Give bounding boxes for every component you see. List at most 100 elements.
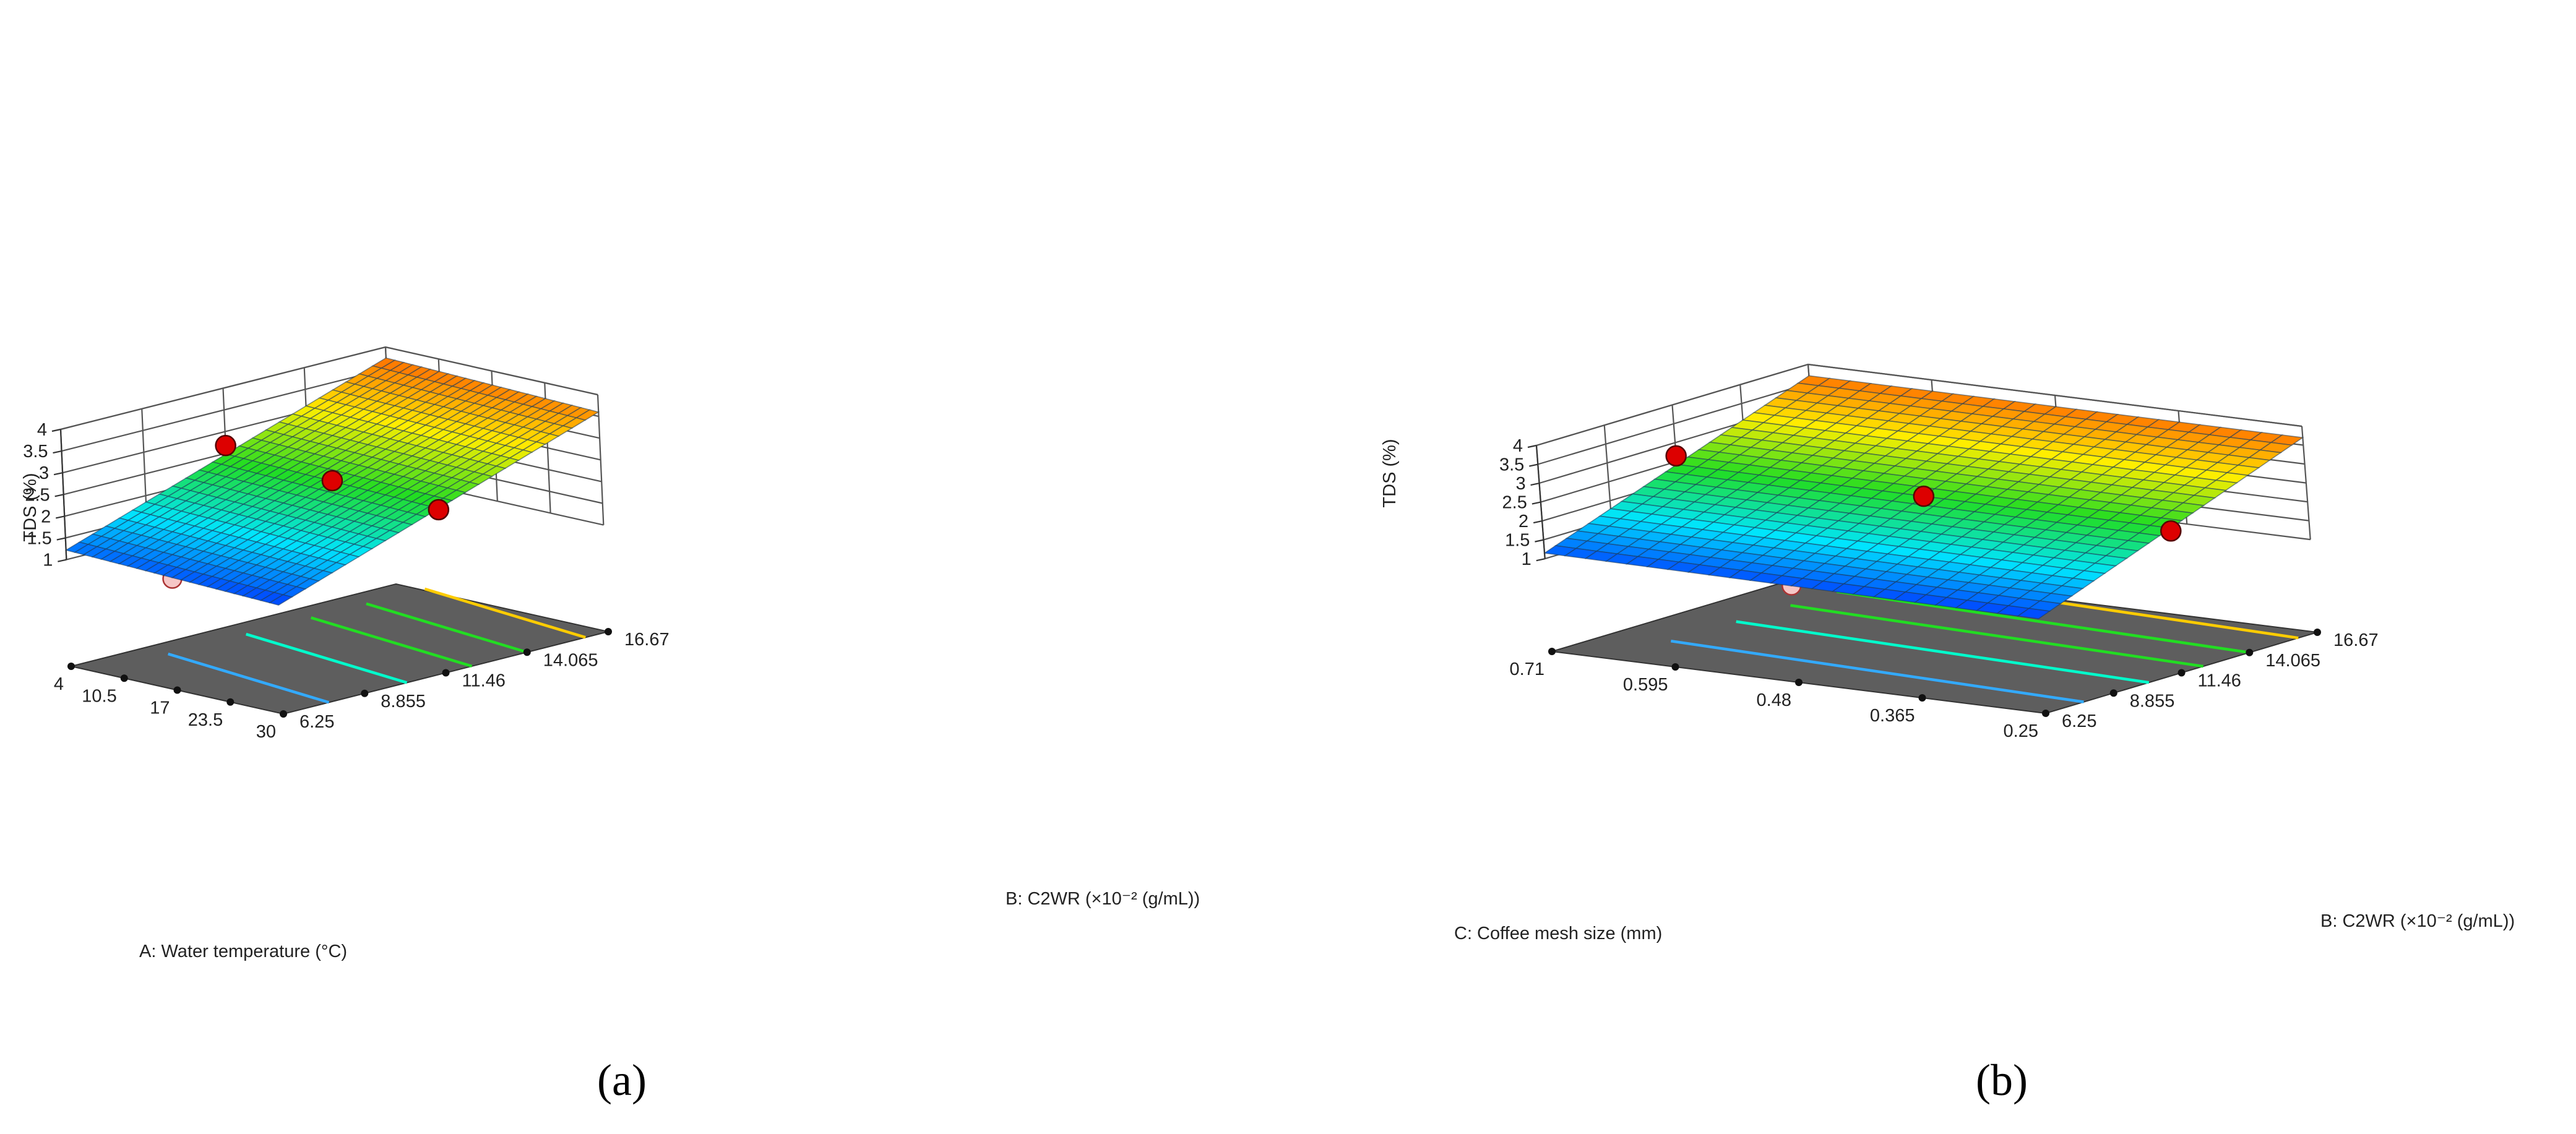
y-tick-label: 11.46 bbox=[2198, 671, 2241, 691]
z-axis-line bbox=[1535, 445, 1546, 559]
y-tick-mark bbox=[442, 669, 450, 677]
panel-label: (b) bbox=[1976, 1055, 2028, 1105]
z-tick bbox=[58, 559, 67, 562]
z-tick-label: 4 bbox=[37, 420, 47, 440]
z-tick bbox=[53, 450, 62, 454]
y-tick-label: 14.065 bbox=[2265, 651, 2320, 671]
z-tick bbox=[1527, 444, 1537, 449]
axis-corner-mark bbox=[1548, 648, 1556, 655]
design-point bbox=[2160, 520, 2182, 542]
z-axis-title: TDS (%) bbox=[1380, 439, 1400, 507]
x-tick-label: 10.5 bbox=[82, 686, 116, 706]
x-tick-label: 0.48 bbox=[1757, 690, 1791, 710]
y-tick-label: 8.855 bbox=[2130, 691, 2175, 711]
y-tick-label: 16.67 bbox=[624, 630, 670, 650]
x-tick-label: 0.25 bbox=[2004, 721, 2038, 741]
z-tick bbox=[51, 428, 61, 432]
y-axis-title: B: C2WR (×10⁻² (g/mL)) bbox=[2320, 911, 2515, 931]
x-tick-label: 23.5 bbox=[188, 710, 223, 730]
y-tick-label: 11.46 bbox=[462, 671, 506, 691]
z-axis-line bbox=[59, 429, 67, 560]
z-tick bbox=[56, 515, 65, 519]
z-tick-label: 4 bbox=[1513, 436, 1523, 456]
contour-line bbox=[1790, 604, 2203, 668]
axis-corner-mark bbox=[2042, 710, 2049, 717]
axis-corner-mark bbox=[67, 663, 75, 670]
y-tick-label: 6.25 bbox=[299, 712, 334, 732]
y-tick-label: 8.855 bbox=[381, 692, 426, 711]
y-axis-title: B: C2WR (×10⁻² (g/mL)) bbox=[1006, 889, 1200, 909]
design-point bbox=[215, 434, 236, 457]
chart-panel-b: 11.522.533.54 0.71 0.595 0.48 0.365 0.25 6.25 8… bbox=[1380, 363, 2515, 1105]
x-tick-mark bbox=[120, 674, 128, 682]
panel-label: (a) bbox=[597, 1055, 647, 1105]
z-tick bbox=[56, 537, 66, 541]
design-point bbox=[428, 499, 450, 521]
design-point bbox=[1913, 485, 1935, 507]
y-tick-mark bbox=[2109, 689, 2117, 697]
z-tick-label: 3.5 bbox=[1499, 455, 1524, 475]
contour-line bbox=[1836, 590, 2250, 654]
z-tick-label: 1.5 bbox=[27, 529, 51, 549]
x-tick-mark bbox=[1795, 679, 1803, 686]
contour-line bbox=[168, 652, 330, 704]
axis-corner-mark bbox=[605, 628, 612, 635]
response-surface bbox=[64, 357, 600, 606]
z-tick-label: 2 bbox=[1518, 512, 1528, 531]
surface-cell bbox=[268, 594, 293, 606]
z-tick bbox=[1535, 539, 1544, 543]
axis-corner-mark bbox=[280, 710, 287, 718]
contour-line bbox=[311, 616, 473, 668]
z-tick-label: 1.5 bbox=[1505, 531, 1530, 551]
x-tick-mark bbox=[1671, 663, 1679, 671]
x-tick-label: 0.71 bbox=[1510, 659, 1544, 679]
z-tick-label: 3.5 bbox=[23, 442, 48, 462]
x-tick-label: 17 bbox=[150, 698, 170, 718]
z-tick-label: 3 bbox=[1515, 474, 1525, 494]
surface-cell bbox=[2017, 608, 2051, 619]
wall-frame bbox=[60, 346, 598, 431]
z-tick bbox=[1529, 463, 1538, 467]
y-tick-mark bbox=[361, 689, 369, 697]
axis-corner-mark bbox=[2314, 629, 2321, 636]
z-tick bbox=[1533, 520, 1543, 524]
contour-line bbox=[366, 602, 528, 654]
z-tick bbox=[54, 494, 64, 497]
x-axis-title: C: Coffee mesh size (mm) bbox=[1454, 924, 1662, 943]
y-tick-label: 6.25 bbox=[2062, 711, 2096, 731]
z-tick bbox=[1531, 501, 1541, 505]
z-axis-title: TDS (%) bbox=[20, 473, 40, 541]
z-tick-label: 1 bbox=[1522, 549, 1531, 569]
design-point bbox=[321, 470, 343, 492]
contour-line bbox=[1671, 639, 2084, 703]
z-tick bbox=[53, 472, 63, 476]
x-tick-mark bbox=[226, 698, 235, 706]
contour-floor bbox=[67, 583, 612, 718]
z-tick-label: 3 bbox=[39, 463, 49, 483]
x-tick-label: 4 bbox=[54, 674, 64, 694]
z-tick-label: 2 bbox=[41, 507, 51, 526]
response-surface bbox=[1543, 375, 2304, 619]
y-tick-label: 14.065 bbox=[543, 650, 598, 670]
z-tick-label: 2.5 bbox=[1502, 493, 1527, 513]
wall-frame bbox=[1536, 363, 2302, 447]
x-tick-mark bbox=[173, 686, 181, 694]
x-tick-label: 0.365 bbox=[1870, 706, 1915, 726]
x-tick-mark bbox=[1918, 694, 1926, 702]
z-tick-label: 2.5 bbox=[25, 485, 50, 505]
y-tick-mark bbox=[2178, 669, 2186, 677]
z-tick bbox=[1530, 482, 1540, 486]
y-tick-mark bbox=[2246, 648, 2254, 656]
z-tick-label: 1 bbox=[43, 551, 53, 570]
y-tick-mark bbox=[523, 648, 531, 656]
contour-floor bbox=[1548, 569, 2321, 717]
contour-line bbox=[424, 587, 586, 639]
contour-line bbox=[246, 632, 408, 684]
x-axis-title: A: Water temperature (°C) bbox=[139, 942, 347, 961]
y-tick-label: 16.67 bbox=[2333, 630, 2379, 650]
x-tick-label: 30 bbox=[256, 722, 276, 742]
x-tick-label: 0.595 bbox=[1623, 675, 1668, 695]
design-point bbox=[1665, 445, 1687, 467]
